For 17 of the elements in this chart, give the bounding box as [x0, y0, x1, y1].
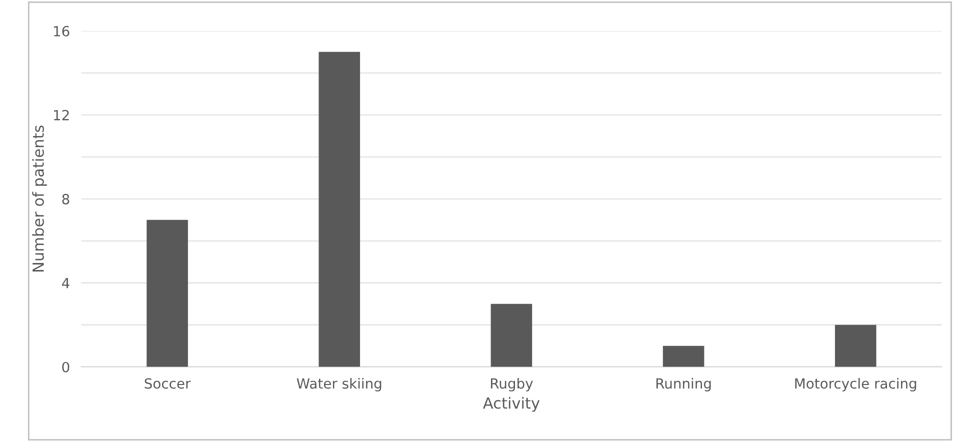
- y-tick-label: 16: [54, 26, 70, 36]
- bar: [490, 304, 532, 367]
- x-tick-label: Motorcycle racing: [795, 378, 916, 392]
- y-tick-label: 4: [62, 278, 70, 288]
- bar: [318, 52, 360, 367]
- bar: [146, 220, 188, 367]
- x-axis-title: Activity: [483, 396, 540, 412]
- y-tick-label: 0: [62, 362, 70, 372]
- bar: [834, 324, 876, 367]
- y-tick-label: 8: [62, 194, 70, 204]
- x-tick-label: Water skiing: [296, 378, 382, 392]
- y-tick-label: 12: [54, 110, 69, 120]
- y-axis-title: Number of patients: [32, 126, 47, 272]
- bar: [662, 346, 704, 367]
- x-tick-label: Running: [656, 378, 711, 392]
- x-tick-label: Soccer: [144, 378, 191, 389]
- x-tick-label: Rugby: [490, 378, 533, 392]
